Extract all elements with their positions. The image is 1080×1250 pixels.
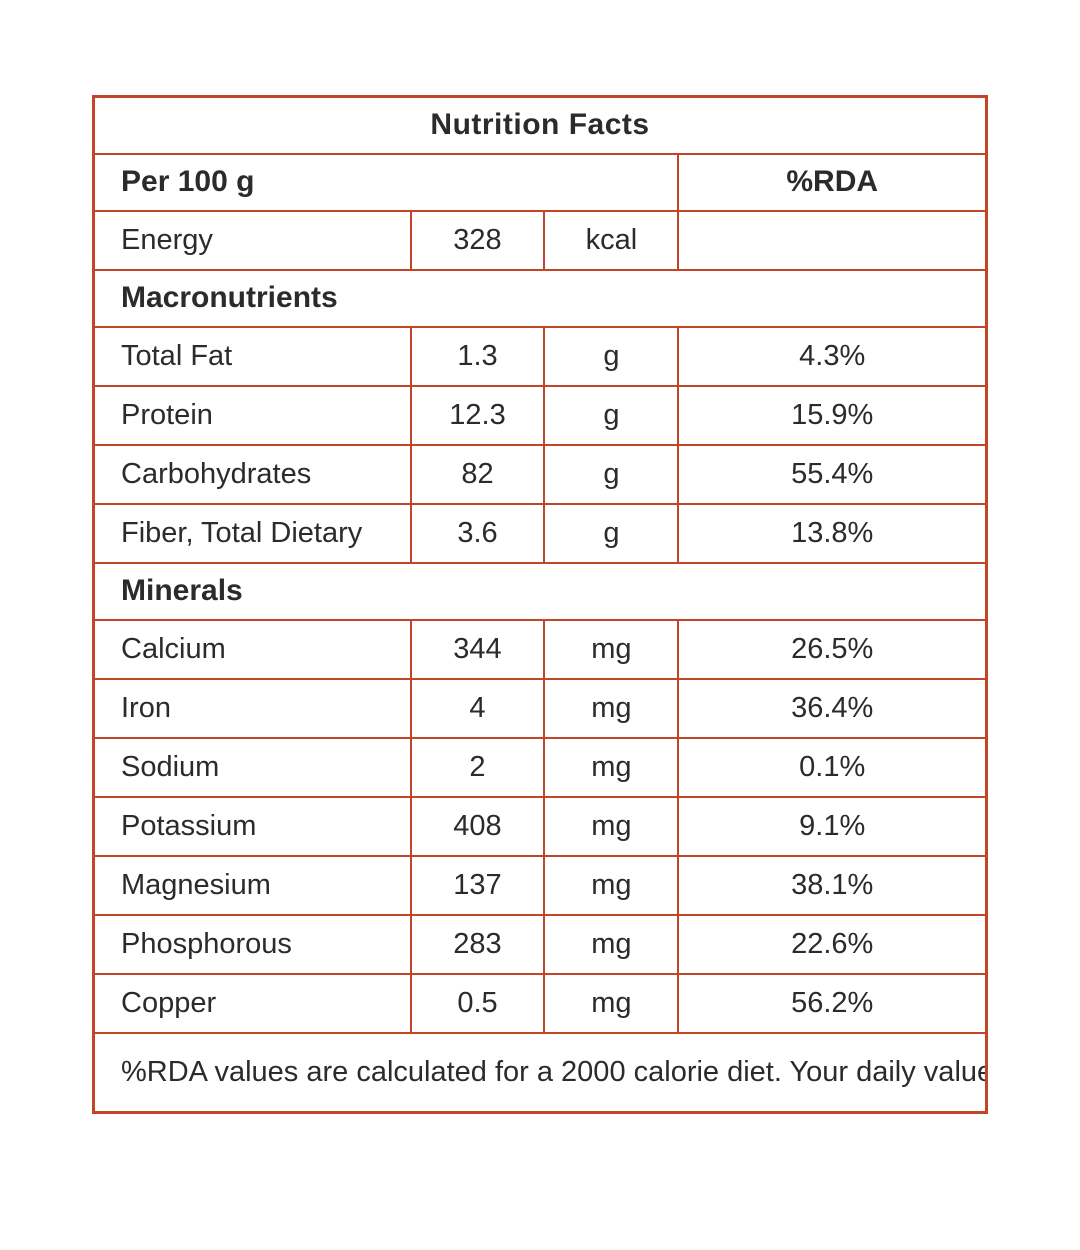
- nutrient-unit: g: [543, 443, 680, 505]
- table-row-copper: Copper 0.5 mg 56.2%: [92, 972, 988, 1034]
- section-title-macronutrients: Macronutrients: [92, 268, 988, 328]
- nutrient-value: 82: [409, 443, 546, 505]
- rda-column-header: %RDA: [677, 152, 988, 212]
- table-row-sodium: Sodium 2 mg 0.1%: [92, 736, 988, 798]
- nutrient-unit: g: [543, 325, 680, 387]
- table-row-iron: Iron 4 mg 36.4%: [92, 677, 988, 739]
- nutrient-value: 0.5: [409, 972, 546, 1034]
- nutrient-label: Total Fat: [92, 325, 412, 387]
- rda-footnote: %RDA values are calculated for a 2000 ca…: [92, 1031, 988, 1114]
- nutrient-rda: 56.2%: [677, 972, 988, 1034]
- nutrient-unit: kcal: [543, 209, 680, 271]
- nutrient-rda: 22.6%: [677, 913, 988, 975]
- nutrient-rda: 9.1%: [677, 795, 988, 857]
- nutrient-label: Phosphorous: [92, 913, 412, 975]
- nutrient-unit: mg: [543, 913, 680, 975]
- nutrient-rda: 4.3%: [677, 325, 988, 387]
- table-row-fiber: Fiber, Total Dietary 3.6 g 13.8%: [92, 502, 988, 564]
- nutrient-rda: 15.9%: [677, 384, 988, 446]
- nutrient-rda: 0.1%: [677, 736, 988, 798]
- nutrient-label: Magnesium: [92, 854, 412, 916]
- nutrient-unit: g: [543, 384, 680, 446]
- nutrient-label: Energy: [92, 209, 412, 271]
- table-row-carbohydrates: Carbohydrates 82 g 55.4%: [92, 443, 988, 505]
- nutrient-value: 2: [409, 736, 546, 798]
- nutrient-rda: [677, 209, 988, 271]
- nutrient-label: Potassium: [92, 795, 412, 857]
- nutrient-label: Calcium: [92, 618, 412, 680]
- nutrient-rda: 26.5%: [677, 618, 988, 680]
- nutrient-rda: 13.8%: [677, 502, 988, 564]
- table-title: Nutrition Facts: [92, 95, 988, 155]
- nutrient-value: 12.3: [409, 384, 546, 446]
- nutrient-rda: 38.1%: [677, 854, 988, 916]
- nutrient-label: Fiber, Total Dietary: [92, 502, 412, 564]
- nutrient-unit: mg: [543, 795, 680, 857]
- nutrient-unit: mg: [543, 677, 680, 739]
- footnote-row: %RDA values are calculated for a 2000 ca…: [92, 1031, 988, 1114]
- nutrient-unit: g: [543, 502, 680, 564]
- nutrient-value: 1.3: [409, 325, 546, 387]
- section-title-minerals: Minerals: [92, 561, 988, 621]
- table-row-phosphorous: Phosphorous 283 mg 22.6%: [92, 913, 988, 975]
- table-row-total-fat: Total Fat 1.3 g 4.3%: [92, 325, 988, 387]
- table-row-potassium: Potassium 408 mg 9.1%: [92, 795, 988, 857]
- nutrient-label: Protein: [92, 384, 412, 446]
- nutrient-label: Carbohydrates: [92, 443, 412, 505]
- nutrient-label: Sodium: [92, 736, 412, 798]
- energy-row: Energy 328 kcal: [92, 209, 988, 271]
- nutrition-facts-table: Nutrition Facts Per 100 g %RDA Energy 32…: [92, 95, 988, 1114]
- nutrient-unit: mg: [543, 854, 680, 916]
- nutrient-label: Iron: [92, 677, 412, 739]
- nutrient-unit: mg: [543, 736, 680, 798]
- nutrient-value: 4: [409, 677, 546, 739]
- table-row-magnesium: Magnesium 137 mg 38.1%: [92, 854, 988, 916]
- nutrient-label: Copper: [92, 972, 412, 1034]
- header-row: Per 100 g %RDA: [92, 152, 988, 212]
- serving-size-label: Per 100 g: [92, 152, 680, 212]
- title-row: Nutrition Facts: [92, 95, 988, 155]
- nutrient-unit: mg: [543, 972, 680, 1034]
- section-header-row: Minerals: [92, 561, 988, 621]
- nutrient-value: 137: [409, 854, 546, 916]
- nutrient-value: 408: [409, 795, 546, 857]
- nutrient-value: 3.6: [409, 502, 546, 564]
- nutrient-rda: 36.4%: [677, 677, 988, 739]
- section-header-row: Macronutrients: [92, 268, 988, 328]
- table-row-calcium: Calcium 344 mg 26.5%: [92, 618, 988, 680]
- table-row-protein: Protein 12.3 g 15.9%: [92, 384, 988, 446]
- nutrient-unit: mg: [543, 618, 680, 680]
- nutrient-rda: 55.4%: [677, 443, 988, 505]
- nutrient-value: 328: [409, 209, 546, 271]
- nutrient-value: 283: [409, 913, 546, 975]
- nutrient-value: 344: [409, 618, 546, 680]
